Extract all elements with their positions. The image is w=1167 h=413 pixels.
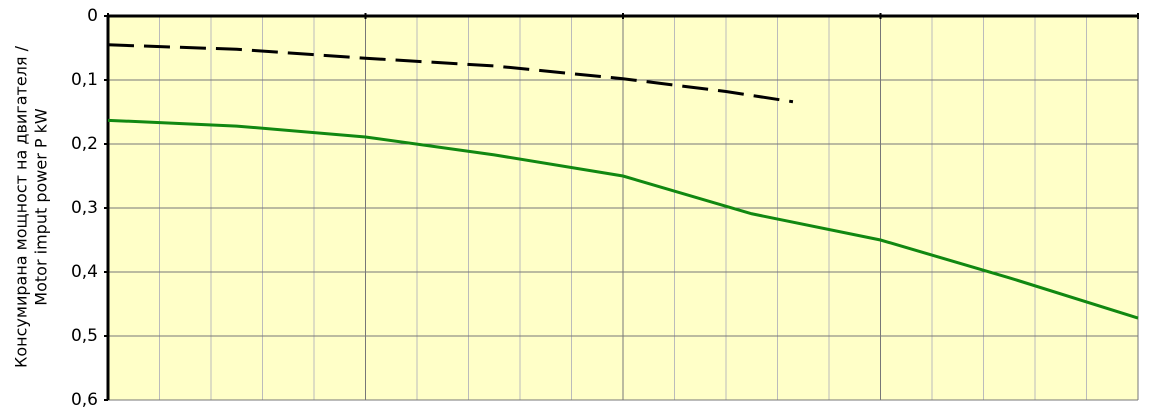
y-tick-label: 0,5 [71,326,98,346]
y-tick-label: 0,2 [71,134,98,154]
y-tick-label: 0 [87,6,98,26]
y-tick-label: 0,4 [71,262,98,282]
data-line [107,118,1139,320]
y-tick-label: 0,6 [71,390,98,410]
data-line [107,43,794,104]
y-label-line: Консумирана мощност на двигателя / [12,45,31,368]
y-axis-label: Консумирана мощност на двигателя / Motor… [12,45,51,368]
y-label-line: Motor imput power P kW [32,108,51,306]
y-tick-label: 0,3 [71,198,98,218]
y-tick-label: 0,1 [71,70,98,90]
